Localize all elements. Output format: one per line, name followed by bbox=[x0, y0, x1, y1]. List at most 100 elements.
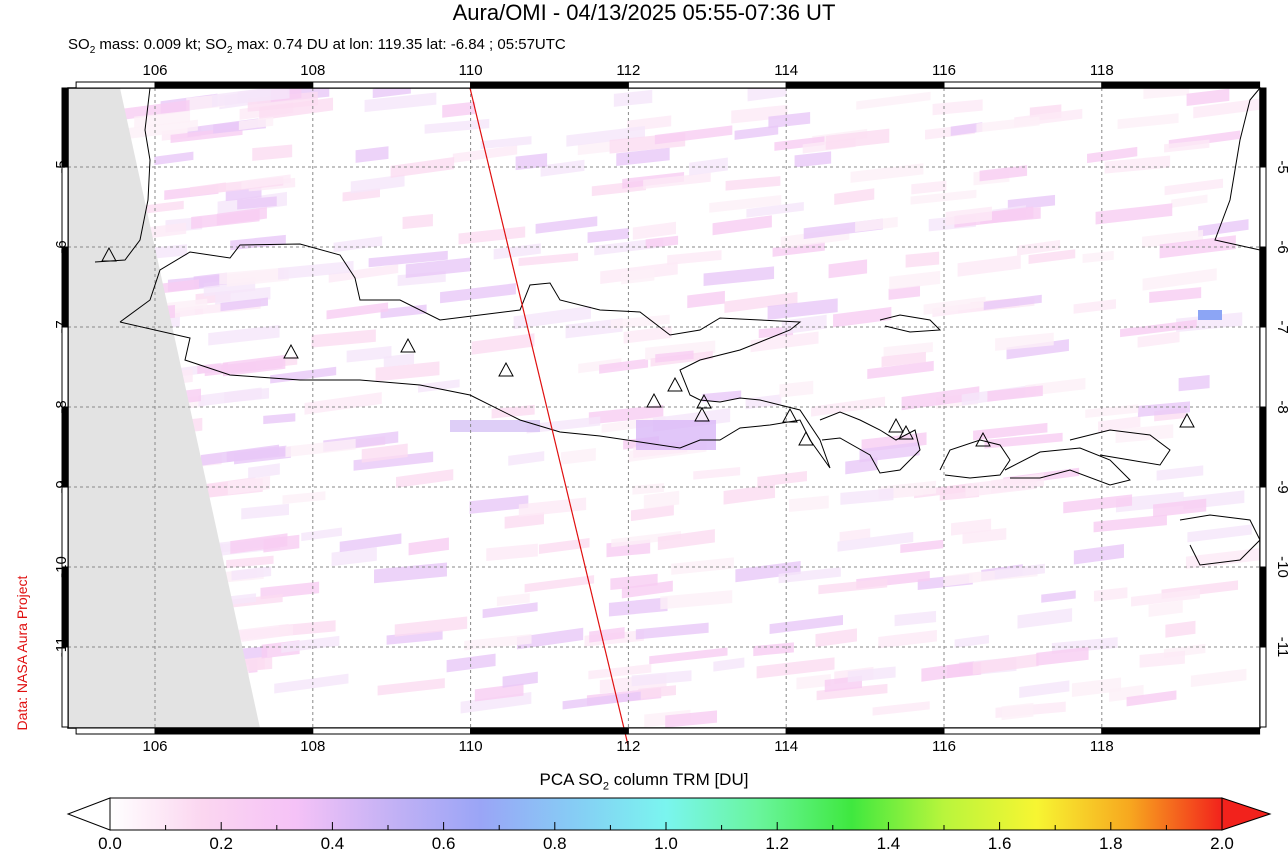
so2-pixel bbox=[621, 580, 673, 599]
so2-pixel bbox=[301, 527, 342, 542]
so2-pixel bbox=[482, 602, 538, 619]
cb-title-part: column TRM [DU] bbox=[608, 770, 749, 789]
so2-pixel bbox=[1104, 155, 1171, 174]
so2-pixel bbox=[693, 467, 741, 480]
so2-pixel bbox=[418, 379, 460, 393]
coastline bbox=[1214, 87, 1261, 251]
so2-pixel bbox=[856, 91, 931, 110]
so2-pixel bbox=[226, 445, 287, 463]
so2-pixel bbox=[768, 111, 811, 129]
so2-pixel bbox=[654, 125, 733, 145]
so2-pixel bbox=[1082, 250, 1114, 264]
lon-label-bottom: 114 bbox=[774, 738, 799, 755]
so2-pixel bbox=[850, 163, 924, 183]
so2-pixel bbox=[526, 416, 601, 434]
so2-pixel bbox=[486, 543, 538, 562]
frame-bar-right bbox=[1259, 406, 1267, 488]
lat-label-right: -11 bbox=[1274, 636, 1288, 658]
colorbar-tick-label: 1.4 bbox=[876, 834, 901, 853]
so2-pixel bbox=[1171, 194, 1208, 208]
colorbar-tick-label: 0.8 bbox=[542, 834, 567, 853]
lon-label-bottom: 112 bbox=[616, 738, 641, 755]
volcano-icon bbox=[400, 337, 416, 353]
so2-pixel bbox=[263, 413, 296, 425]
frame-bar-right bbox=[1259, 646, 1267, 728]
frame-bar-right bbox=[1259, 566, 1267, 648]
lon-label-top: 114 bbox=[774, 62, 799, 79]
so2-pixel bbox=[867, 360, 934, 380]
so2-pixel bbox=[408, 537, 449, 556]
so2-pixel bbox=[394, 616, 468, 637]
so2-pixel bbox=[493, 243, 541, 260]
so2-pixel bbox=[828, 259, 868, 279]
so2-pixel bbox=[613, 89, 653, 107]
so2-pixel bbox=[1186, 88, 1230, 106]
so2-pixel bbox=[241, 503, 290, 520]
so2-pixel bbox=[396, 469, 454, 488]
frame-bar-bottom bbox=[154, 727, 314, 735]
coastline bbox=[1069, 429, 1171, 466]
so2-pixel bbox=[769, 615, 844, 635]
so2-pixel bbox=[745, 394, 782, 410]
so2-pixel bbox=[923, 296, 986, 315]
volcano-icon bbox=[694, 406, 710, 422]
so2-pixel bbox=[328, 264, 399, 283]
so2-pixel bbox=[350, 174, 405, 194]
lat-label-left: -9 bbox=[53, 480, 70, 494]
so2-pixel bbox=[767, 298, 838, 320]
so2-pixel bbox=[515, 153, 548, 171]
so2-pixel bbox=[279, 620, 336, 637]
volcano-icon bbox=[1179, 412, 1195, 428]
so2-max-pixel bbox=[1198, 310, 1222, 320]
so2-pixel bbox=[252, 144, 293, 161]
so2-pixel bbox=[231, 566, 272, 581]
so2-pixel bbox=[816, 683, 888, 701]
so2-pixel bbox=[535, 216, 598, 234]
so2-pixel bbox=[987, 385, 1043, 402]
so2-pixel bbox=[471, 333, 535, 355]
so2-pixel bbox=[910, 189, 977, 205]
colorbar-max-arrow bbox=[1221, 797, 1272, 831]
so2-pixel bbox=[1137, 331, 1180, 348]
so2-pixel bbox=[224, 387, 270, 403]
so2-pixel bbox=[1164, 178, 1224, 196]
lat-label-right: -8 bbox=[1274, 400, 1288, 414]
frame-bar-top bbox=[75, 81, 156, 89]
so2-pixel bbox=[346, 345, 392, 363]
so2-pixel bbox=[1198, 219, 1249, 237]
so2-pixel bbox=[1073, 543, 1124, 565]
so2-pixel bbox=[834, 188, 875, 206]
so2-pixel bbox=[932, 99, 983, 116]
lat-label-right: -7 bbox=[1274, 320, 1288, 334]
so2-pixel bbox=[469, 495, 529, 514]
so2-pixel bbox=[911, 180, 947, 195]
so2-pixel bbox=[635, 622, 709, 640]
frame-bar-bottom bbox=[627, 727, 787, 735]
so2-pixel bbox=[621, 268, 655, 285]
figure-subtitle: SO2 mass: 0.009 kt; SO2 max: 0.74 DU at … bbox=[68, 36, 566, 56]
orbit-track-line bbox=[469, 87, 629, 746]
volcano-icon bbox=[101, 246, 117, 262]
so2-pixel bbox=[610, 314, 670, 330]
so2-pixel bbox=[383, 353, 415, 368]
so2-pixel bbox=[994, 563, 1045, 580]
so2-pixel bbox=[1131, 588, 1200, 607]
so2-pixel bbox=[794, 151, 832, 168]
so2-pixel bbox=[638, 685, 676, 699]
so2-pixel bbox=[222, 354, 286, 377]
so2-pixel bbox=[840, 488, 894, 505]
so2-pixel bbox=[778, 567, 841, 584]
so2-pixel bbox=[872, 701, 930, 716]
so2-pixel bbox=[1185, 547, 1262, 569]
lon-label-bottom: 106 bbox=[142, 738, 168, 755]
lat-label-right: -9 bbox=[1274, 480, 1288, 494]
so2-pixel bbox=[197, 362, 228, 374]
so2-pixel bbox=[709, 194, 782, 213]
lat-label-left: -5 bbox=[53, 160, 70, 174]
so2-pixel bbox=[562, 691, 641, 710]
so2-pixel bbox=[655, 350, 694, 363]
so2-pixel bbox=[238, 116, 274, 131]
so2-pixel bbox=[577, 141, 611, 156]
so2-pixel bbox=[995, 332, 1054, 351]
so2-pixel bbox=[148, 222, 187, 239]
